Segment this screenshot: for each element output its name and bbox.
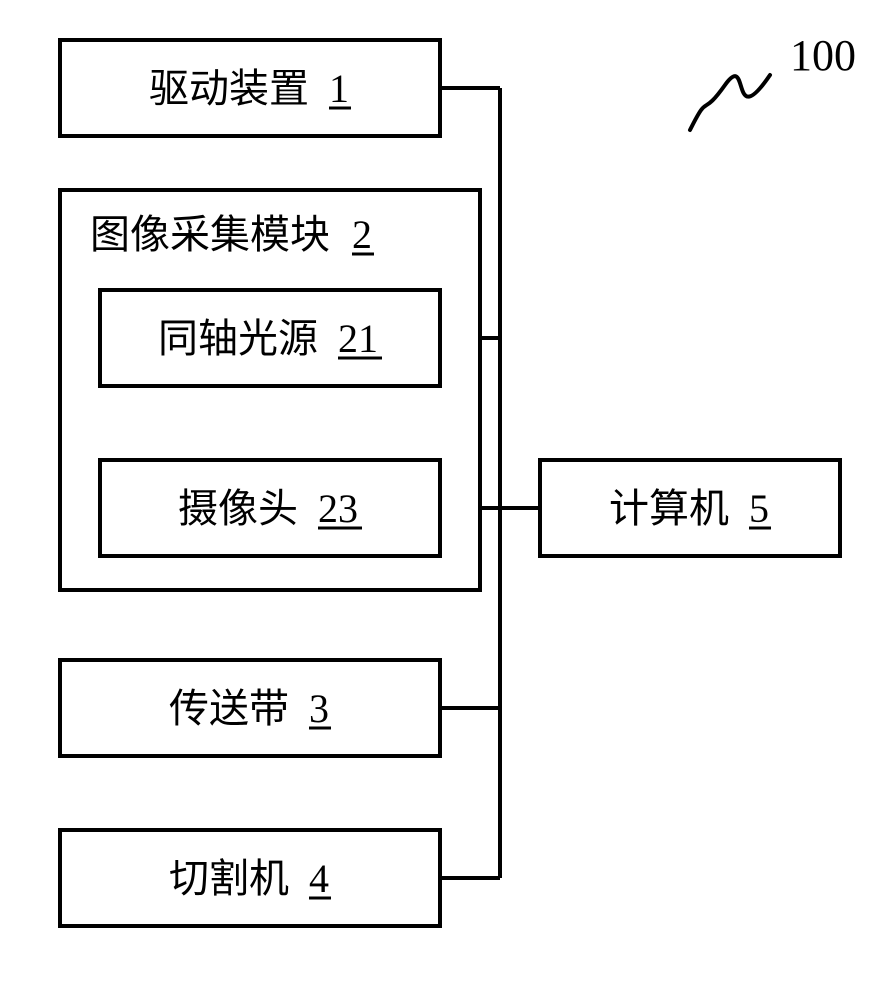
node-label-n3: 传送带 — [169, 686, 289, 731]
node-number-n23: 23 — [318, 486, 358, 531]
node-label-n5: 计算机 — [609, 486, 729, 531]
node-label-n2: 图像采集模块 — [90, 212, 330, 257]
node-n4: 切割机 4 — [60, 830, 440, 926]
node-label-n4: 切割机 — [169, 856, 289, 901]
node-n3: 传送带 3 — [60, 660, 440, 756]
node-number-n4: 4 — [309, 856, 329, 901]
node-n5: 计算机 5 — [540, 460, 840, 556]
node-n1: 驱动装置 1 — [60, 40, 440, 136]
node-label-n23: 摄像头 — [178, 486, 298, 531]
system-label: 100 — [790, 31, 856, 80]
node-number-n1: 1 — [329, 66, 349, 111]
node-label-n1: 驱动装置 — [149, 66, 309, 111]
node-number-n21: 21 — [338, 316, 378, 361]
node-number-n5: 5 — [749, 486, 769, 531]
node-label-n21: 同轴光源 — [158, 316, 318, 361]
node-number-n2: 2 — [352, 212, 372, 257]
block-diagram: 图像采集模块 2 驱动装置 1 同轴光源 21 摄像头 23 传送带 3 切割机 4 计算机 5 100 — [0, 0, 893, 1000]
node-n23: 摄像头 23 — [100, 460, 440, 556]
node-n21: 同轴光源 21 — [100, 290, 440, 386]
node-number-n3: 3 — [309, 686, 329, 731]
